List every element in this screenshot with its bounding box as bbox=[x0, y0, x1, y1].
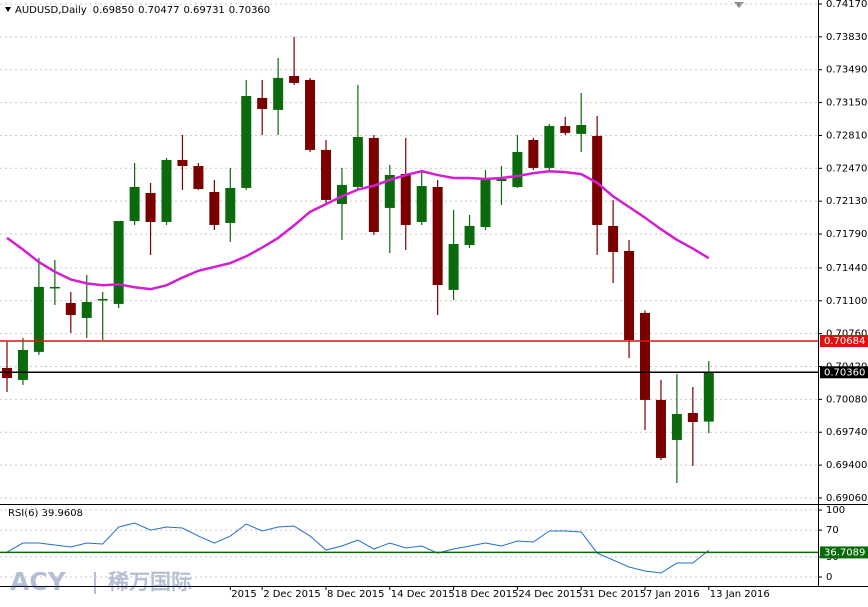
rsi-line bbox=[6, 522, 710, 574]
candle-body bbox=[608, 225, 619, 252]
candle-body bbox=[289, 75, 300, 83]
candle-body bbox=[528, 139, 539, 168]
logo-name-cn: 稀万国际 bbox=[108, 570, 192, 594]
candle-body bbox=[624, 250, 635, 341]
header-value: 0.70360 bbox=[229, 5, 270, 16]
candle-body bbox=[432, 186, 443, 285]
x-tick-label: 14 Dec 2015 bbox=[391, 589, 455, 600]
candle-body bbox=[448, 244, 459, 290]
price-label: 0.70684 bbox=[824, 336, 865, 347]
candle-body bbox=[81, 302, 92, 318]
y-tick-label: 100 bbox=[826, 505, 845, 516]
candle-body bbox=[671, 413, 682, 440]
y-tick-label: 0.73490 bbox=[826, 65, 867, 76]
candle-body bbox=[17, 349, 28, 380]
header-value: 0.69850 bbox=[93, 5, 134, 16]
x-tick-label: 13 Jan 2016 bbox=[710, 589, 770, 600]
candle-body bbox=[193, 165, 204, 189]
y-tick-label: 0.70080 bbox=[826, 394, 867, 405]
moving-average bbox=[6, 169, 710, 291]
y-tick-label: 0.71440 bbox=[826, 263, 867, 274]
header-value: 0.70477 bbox=[138, 5, 179, 16]
chart-header: AUDUSD,Daily 0.69850 0.70477 0.69731 0.70360 bbox=[15, 5, 270, 16]
header-icon bbox=[5, 7, 11, 12]
price-label: 36.7089 bbox=[824, 547, 865, 558]
rsi-title: RSI(6) 39.9608 bbox=[8, 508, 83, 519]
x-tick-label: 2 Dec 2015 bbox=[263, 589, 321, 600]
candle-body bbox=[65, 302, 76, 315]
candle-body bbox=[33, 286, 44, 352]
price-label-box bbox=[820, 366, 868, 379]
candle-body bbox=[161, 159, 172, 222]
y-tick-label: 0.71100 bbox=[826, 296, 867, 307]
candle-body bbox=[145, 192, 156, 222]
candle-body bbox=[129, 186, 140, 221]
x-tick-label: 18 Dec 2015 bbox=[455, 589, 519, 600]
y-tick-label: 0 bbox=[826, 572, 832, 583]
candle-body bbox=[113, 220, 124, 304]
y-tick-label: 70 bbox=[826, 525, 839, 536]
candle-body bbox=[400, 174, 411, 225]
x-tick-label: 24 Dec 2015 bbox=[518, 589, 582, 600]
y-tick-label: 0.73830 bbox=[826, 32, 867, 43]
candle-body bbox=[321, 149, 331, 200]
x-tick-label: 2015 bbox=[231, 589, 256, 600]
candle-body bbox=[687, 412, 698, 422]
logo-name: ACY bbox=[10, 567, 67, 596]
y-tick-label: 0.70760 bbox=[826, 329, 867, 340]
candle-body bbox=[273, 77, 284, 110]
candle-body bbox=[496, 178, 507, 181]
candle-body bbox=[97, 299, 108, 301]
price-label-box bbox=[820, 546, 868, 559]
chart-title: AUDUSD,Daily bbox=[15, 5, 87, 16]
candle-body bbox=[257, 97, 268, 109]
candle-body bbox=[305, 79, 316, 150]
logo: ACY 稀万国际 bbox=[10, 567, 192, 596]
y-tick-label: 0.73150 bbox=[826, 98, 867, 109]
y-tick-label: 0.72810 bbox=[826, 130, 867, 141]
candle-body bbox=[352, 136, 363, 187]
y-tick-label: 0.71790 bbox=[826, 229, 867, 240]
y-tick-label: 0.74170 bbox=[826, 0, 867, 10]
x-tick-label: 7 Jan 2016 bbox=[646, 589, 700, 600]
candle-body bbox=[544, 125, 555, 168]
price-label-box bbox=[820, 334, 868, 347]
candle-body bbox=[592, 135, 603, 225]
y-tick-label: 0.72470 bbox=[826, 163, 867, 174]
candle-body bbox=[576, 125, 587, 134]
candle-body bbox=[241, 95, 252, 188]
candle-body bbox=[384, 174, 395, 208]
candle-body bbox=[416, 186, 427, 222]
candle-body bbox=[480, 180, 491, 227]
header-value: 0.69731 bbox=[183, 5, 224, 16]
y-tick-label: 0.72130 bbox=[826, 196, 867, 207]
candle-body bbox=[512, 151, 523, 187]
candle-body bbox=[336, 184, 347, 204]
candle-body bbox=[49, 286, 60, 289]
candle-body bbox=[177, 159, 188, 166]
candle-body bbox=[703, 372, 714, 422]
y-tick-label: 0.69060 bbox=[826, 493, 867, 504]
x-tick-label: 31 Dec 2015 bbox=[582, 589, 646, 600]
candle-body bbox=[560, 125, 571, 133]
candle-body bbox=[655, 399, 666, 458]
candle-body bbox=[640, 312, 650, 400]
y-tick-label: 0.69740 bbox=[826, 427, 867, 438]
y-tick-label: 0.69400 bbox=[826, 460, 867, 471]
candle-body bbox=[225, 187, 236, 223]
price-label: 0.70360 bbox=[824, 367, 865, 378]
candle-body bbox=[464, 225, 475, 245]
candle-body bbox=[209, 191, 220, 225]
x-tick-label: 8 Dec 2015 bbox=[327, 589, 385, 600]
